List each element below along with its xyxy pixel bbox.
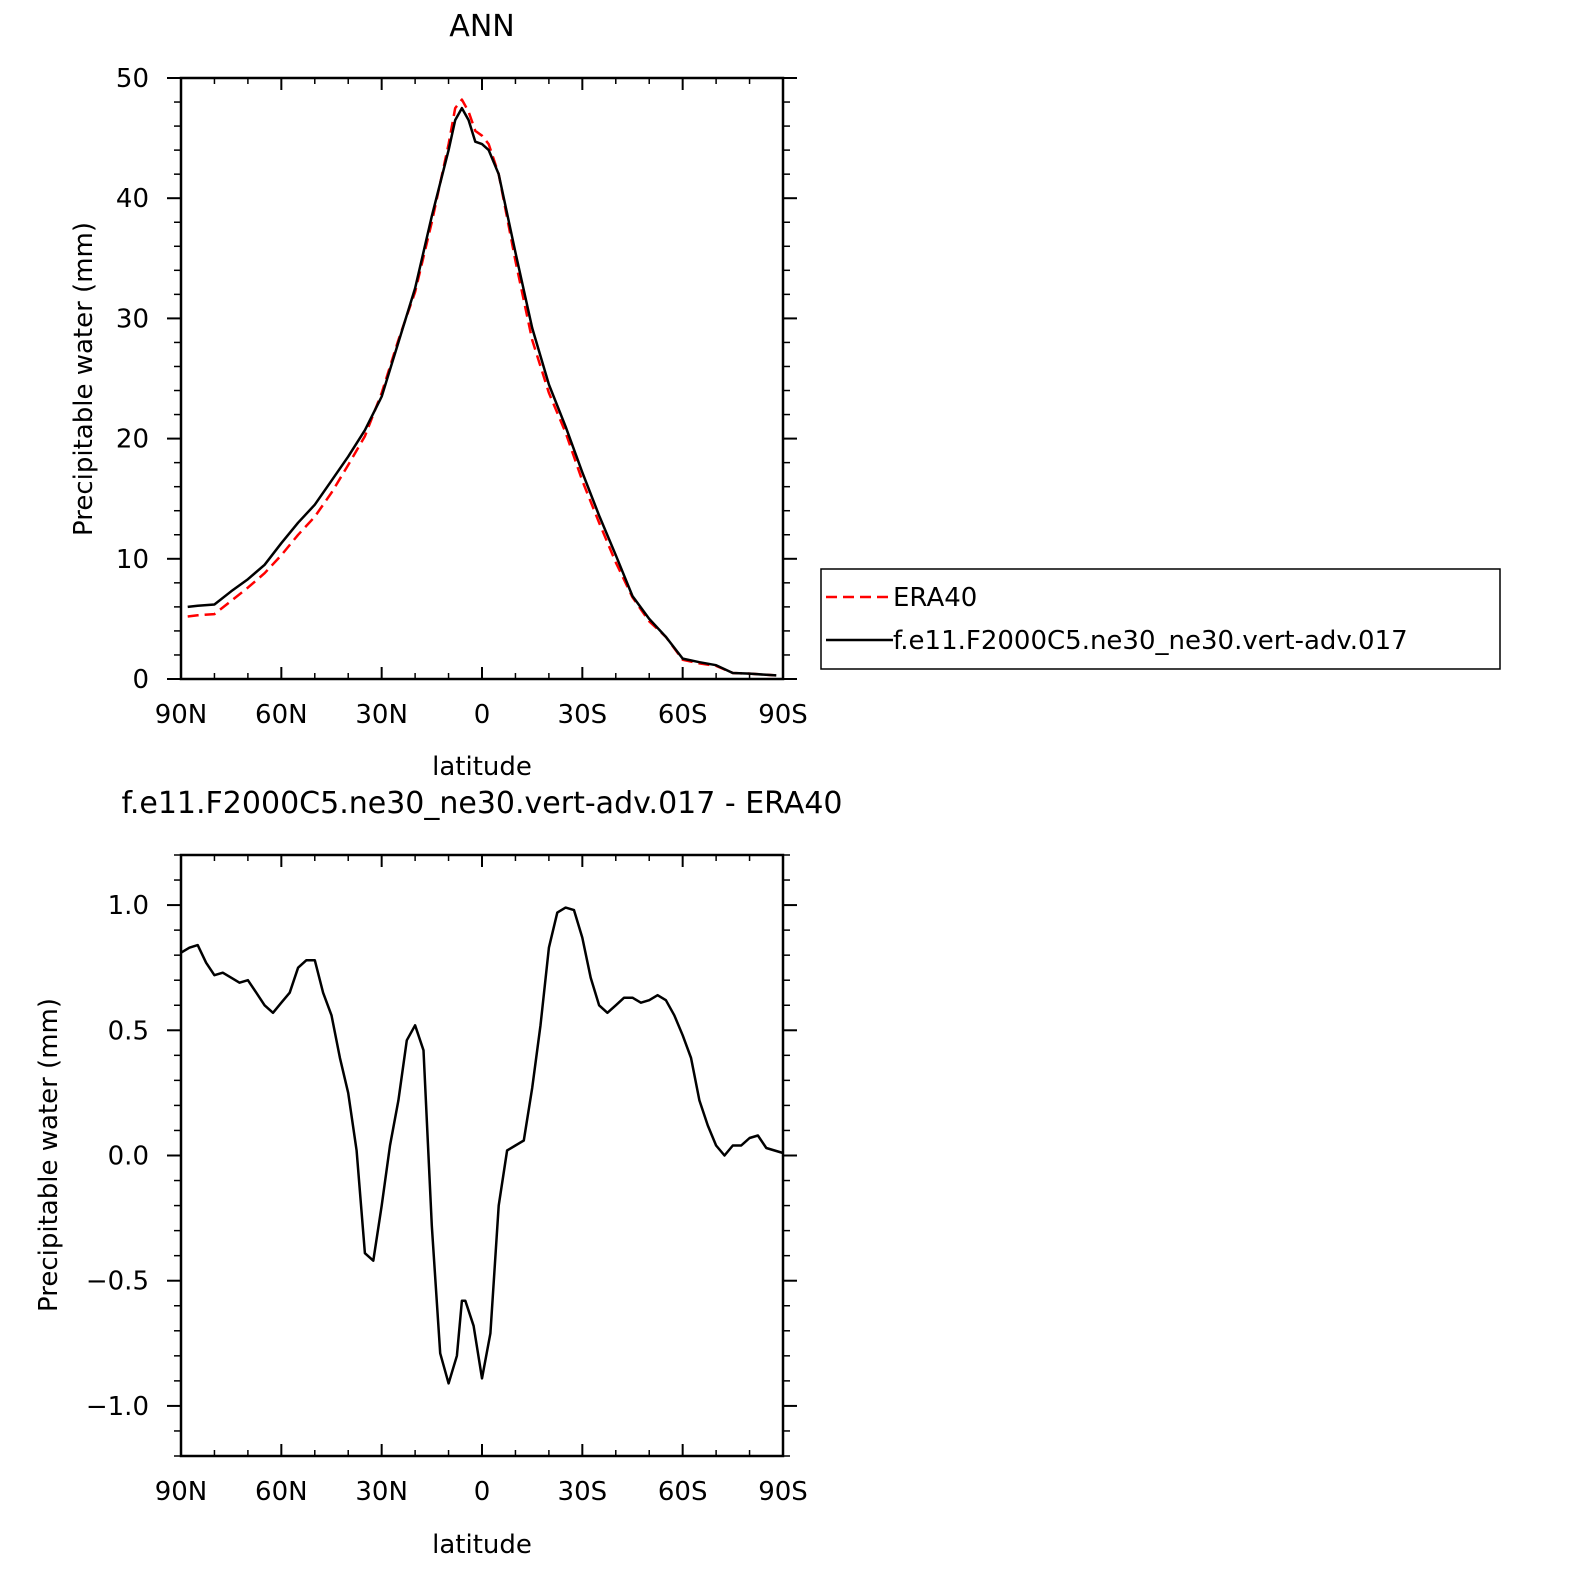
bottom-x-tick-label: 30N bbox=[355, 1477, 408, 1507]
top-y-tick-label: 50 bbox=[116, 64, 149, 94]
bottom-x-tick-label: 60N bbox=[255, 1477, 308, 1507]
bottom-series-line-0 bbox=[180, 906, 784, 1385]
bottom-axis-ticks: 90N 60N 30N 0 30S 60S 90S −1.0 −0.5 0.0 0.5 1.0 bbox=[86, 854, 808, 1507]
top-x-tick-label: 90S bbox=[758, 700, 808, 730]
bottom-panel: f.e11.F2000C5.ne30_ne30.vert-adv.017 - E… bbox=[34, 786, 843, 1560]
top-x-axis-label: latitude bbox=[432, 752, 532, 782]
top-x-tick-label: 60N bbox=[255, 700, 308, 730]
bottom-y-tick-label: −1.0 bbox=[86, 1392, 149, 1422]
legend-label-model: f.e11.F2000C5.ne30_ne30.vert-adv.017 bbox=[893, 626, 1408, 656]
bottom-x-tick-label: 30S bbox=[558, 1477, 608, 1507]
top-x-tick-label: 90N bbox=[155, 700, 208, 730]
top-chart-title: ANN bbox=[449, 9, 514, 44]
top-panel: ANN latitude Precipitable water (mm) 90N… bbox=[69, 9, 1501, 782]
top-axis-ticks: 90N 60N 30N 0 30S 60S 90S 0 10 20 30 40 50 bbox=[116, 64, 808, 730]
bottom-y-tick-label: 0.5 bbox=[108, 1016, 149, 1046]
bottom-y-tick-label: 0.0 bbox=[108, 1142, 149, 1172]
top-x-tick-label: 0 bbox=[474, 700, 491, 730]
bottom-y-tick-label: 1.0 bbox=[108, 891, 149, 921]
bottom-plot-series bbox=[180, 906, 784, 1385]
top-series-line-0 bbox=[187, 98, 777, 677]
top-plot-frame bbox=[179, 76, 785, 681]
legend: ERA40 f.e11.F2000C5.ne30_ne30.vert-adv.0… bbox=[820, 568, 1501, 670]
top-y-tick-label: 30 bbox=[116, 304, 149, 334]
top-y-axis-label: Precipitable water (mm) bbox=[69, 222, 99, 536]
legend-label-era40: ERA40 bbox=[893, 583, 977, 613]
top-plot-series bbox=[187, 98, 777, 677]
top-y-tick-label: 0 bbox=[132, 665, 149, 695]
bottom-x-tick-label: 90N bbox=[155, 1477, 208, 1507]
bottom-x-tick-label: 0 bbox=[474, 1477, 491, 1507]
bottom-x-tick-label: 90S bbox=[758, 1477, 808, 1507]
bottom-y-axis-label: Precipitable water (mm) bbox=[34, 998, 64, 1312]
bottom-y-tick-label: −0.5 bbox=[86, 1267, 149, 1297]
top-x-tick-label: 30N bbox=[355, 700, 408, 730]
top-x-tick-label: 30S bbox=[558, 700, 608, 730]
top-series-line-1 bbox=[187, 106, 777, 677]
bottom-chart-title: f.e11.F2000C5.ne30_ne30.vert-adv.017 - E… bbox=[121, 786, 842, 821]
top-y-tick-label: 20 bbox=[116, 425, 149, 455]
legend-box bbox=[820, 568, 1501, 670]
bottom-x-axis-label: latitude bbox=[432, 1530, 532, 1560]
top-x-tick-label: 60S bbox=[658, 700, 708, 730]
top-y-tick-label: 10 bbox=[116, 545, 149, 575]
top-y-tick-label: 40 bbox=[116, 184, 149, 214]
bottom-plot-frame bbox=[179, 853, 785, 1458]
bottom-x-tick-label: 60S bbox=[658, 1477, 708, 1507]
